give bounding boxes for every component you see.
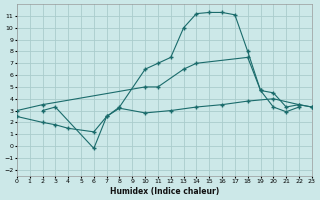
X-axis label: Humidex (Indice chaleur): Humidex (Indice chaleur) [110, 187, 219, 196]
